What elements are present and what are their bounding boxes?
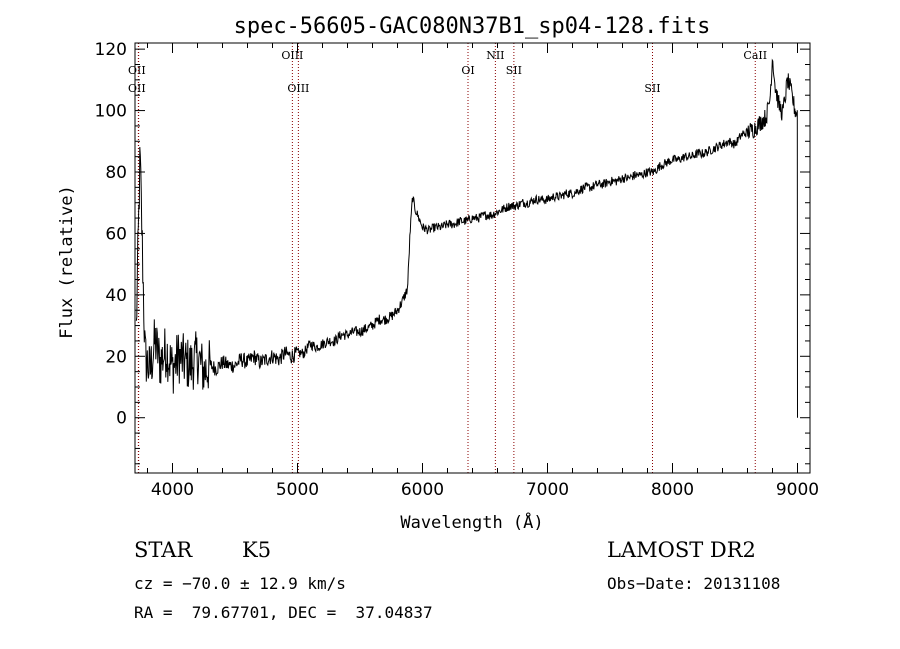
x-tick-label: 9000 [776, 480, 819, 500]
emission-line-label: OIII [287, 82, 309, 95]
emission-line-label: CaII [743, 49, 767, 62]
y-tick-label: 80 [105, 163, 127, 183]
y-axis-label: Flux (relative) [57, 185, 77, 339]
survey-name: LAMOST DR2 [607, 538, 756, 562]
chart-title: spec-56605-GAC080N37B1_sp04-128.fits [234, 14, 711, 39]
ra-dec-info: RA = 79.67701, DEC = 37.04837 [134, 603, 433, 622]
emission-line-label: SII [644, 82, 660, 95]
object-subclass: K5 [242, 538, 272, 562]
y-tick-label: 20 [105, 347, 127, 367]
spectrum-series [135, 58, 798, 418]
spectrum-line [135, 58, 798, 418]
x-tick-label: 6000 [401, 480, 444, 500]
axes: 4000 5000 6000 7000 8000 9000 0 20 40 60 80 100 120 [95, 40, 820, 500]
x-axis-label: Wavelength (Å) [400, 511, 543, 533]
y-tick-label: 40 [105, 286, 127, 306]
redshift-info: cz = −70.0 ± 12.9 km/s [134, 574, 346, 593]
emission-line-label: OI [461, 64, 474, 77]
x-tick-label: 7000 [526, 480, 569, 500]
y-tick-label: 60 [105, 224, 127, 244]
emission-line-label: NII [486, 49, 504, 62]
plot-frame [134, 42, 811, 474]
emission-line-label: OII [128, 82, 146, 95]
obs-date: Obs−Date: 20131108 [607, 574, 781, 593]
y-tick-label: 100 [95, 102, 127, 122]
y-tick-label: 0 [116, 409, 127, 429]
emission-line-label: OIII [281, 49, 303, 62]
object-class: STAR [134, 538, 193, 562]
x-tick-label: 5000 [276, 480, 319, 500]
emission-line-label: OII [128, 64, 146, 77]
y-tick-label: 120 [95, 40, 127, 60]
x-tick-label: 8000 [651, 480, 694, 500]
x-tick-label: 4000 [151, 480, 194, 500]
emission-line-label: SII [506, 64, 522, 77]
